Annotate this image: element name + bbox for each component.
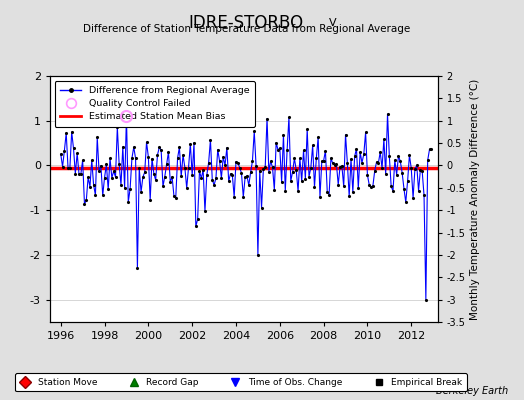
Legend: Station Move, Record Gap, Time of Obs. Change, Empirical Break: Station Move, Record Gap, Time of Obs. C… [15, 374, 467, 392]
Y-axis label: Monthly Temperature Anomaly Difference (°C): Monthly Temperature Anomaly Difference (… [470, 78, 480, 320]
Text: V: V [329, 18, 337, 28]
Text: Berkeley Earth: Berkeley Earth [436, 386, 508, 396]
Text: IDRE-STORBO: IDRE-STORBO [189, 14, 304, 32]
Legend: Difference from Regional Average, Quality Control Failed, Estimated Station Mean: Difference from Regional Average, Qualit… [54, 81, 255, 127]
Text: Difference of Station Temperature Data from Regional Average: Difference of Station Temperature Data f… [83, 24, 410, 34]
